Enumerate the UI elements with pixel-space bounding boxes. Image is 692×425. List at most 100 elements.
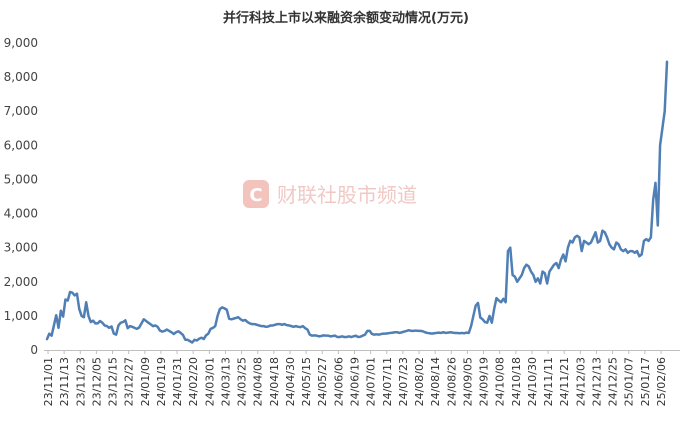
data-point [661, 127, 663, 129]
data-point [322, 334, 325, 336]
data-point [380, 333, 382, 335]
data-point [528, 265, 530, 268]
data-point [283, 323, 285, 325]
data-point [638, 255, 640, 257]
data-point [594, 231, 597, 233]
data-point [387, 332, 389, 334]
data-point [226, 309, 228, 311]
data-point [574, 236, 576, 239]
data-point [654, 182, 657, 184]
data-point [62, 315, 64, 318]
data-point [182, 334, 184, 336]
x-tick-label: 24/05/27 [316, 357, 329, 406]
data-point [643, 240, 645, 242]
x-tick-label: 23/11/23 [74, 357, 87, 406]
data-point [424, 331, 426, 333]
watermark-logo-badge [243, 180, 269, 208]
data-point [456, 332, 458, 334]
data-point [274, 324, 276, 326]
data-point [184, 339, 186, 341]
data-point [256, 324, 258, 326]
data-point [569, 240, 571, 242]
data-point [64, 298, 67, 301]
data-point [449, 331, 451, 333]
data-point [666, 61, 668, 63]
data-point [233, 318, 235, 320]
data-point [405, 330, 408, 332]
data-point [127, 327, 129, 329]
data-point [173, 333, 175, 335]
data-point [426, 332, 428, 334]
data-point [502, 298, 504, 300]
data-point [435, 332, 438, 334]
data-point [408, 329, 410, 331]
data-point [163, 330, 166, 332]
data-point [382, 333, 385, 335]
data-point [599, 240, 601, 242]
data-point [306, 328, 309, 331]
data-point [608, 243, 610, 245]
data-point [525, 264, 528, 266]
data-point [463, 332, 465, 334]
data-point [468, 332, 470, 334]
data-point [214, 325, 216, 327]
data-point [74, 294, 76, 297]
data-point [359, 336, 362, 338]
data-point [518, 277, 521, 279]
data-point [253, 323, 256, 325]
x-tick-label: 24/11/11 [542, 357, 555, 406]
data-point [362, 335, 364, 337]
data-point [90, 321, 92, 323]
data-point [417, 330, 419, 332]
data-point [334, 335, 336, 337]
data-point [620, 248, 622, 250]
data-point [150, 323, 152, 326]
data-point [548, 270, 551, 273]
data-point [136, 328, 138, 330]
data-point [604, 231, 606, 233]
data-point [51, 335, 53, 337]
data-point [357, 336, 359, 338]
data-point [60, 310, 62, 312]
data-point [94, 322, 96, 324]
data-point [101, 322, 103, 324]
data-point [636, 250, 638, 252]
data-point [429, 332, 431, 334]
y-tick-label: 7,000 [4, 104, 38, 118]
data-point [115, 334, 117, 336]
data-point [299, 326, 302, 328]
data-point [403, 330, 405, 333]
data-point [221, 306, 223, 308]
data-point [196, 339, 198, 342]
data-point [615, 241, 617, 244]
data-point [186, 339, 189, 341]
x-tick-label: 24/04/18 [268, 357, 281, 406]
data-point [113, 333, 115, 335]
data-point [375, 333, 378, 335]
data-point [159, 329, 161, 332]
data-point [117, 324, 120, 327]
data-point [99, 320, 101, 322]
data-point [583, 240, 585, 242]
watermark-logo: C [249, 185, 262, 206]
data-point [92, 320, 94, 322]
data-point [445, 332, 447, 334]
data-point [641, 253, 643, 256]
data-point [341, 335, 343, 337]
data-point [122, 321, 124, 323]
data-point [618, 243, 620, 245]
x-tick-label: 25/01/17 [639, 357, 652, 406]
data-point [154, 324, 156, 327]
data-point [507, 250, 509, 252]
x-tick-label: 24/08/02 [413, 357, 426, 406]
x-tick-label: 24/08/26 [445, 357, 458, 406]
data-point [410, 330, 412, 332]
data-point [212, 327, 214, 329]
data-point [389, 332, 392, 334]
data-point [78, 308, 80, 310]
data-point [452, 332, 454, 334]
data-point [364, 334, 366, 336]
y-tick-label: 0 [30, 343, 38, 357]
data-point [69, 291, 71, 293]
data-point [104, 324, 106, 327]
